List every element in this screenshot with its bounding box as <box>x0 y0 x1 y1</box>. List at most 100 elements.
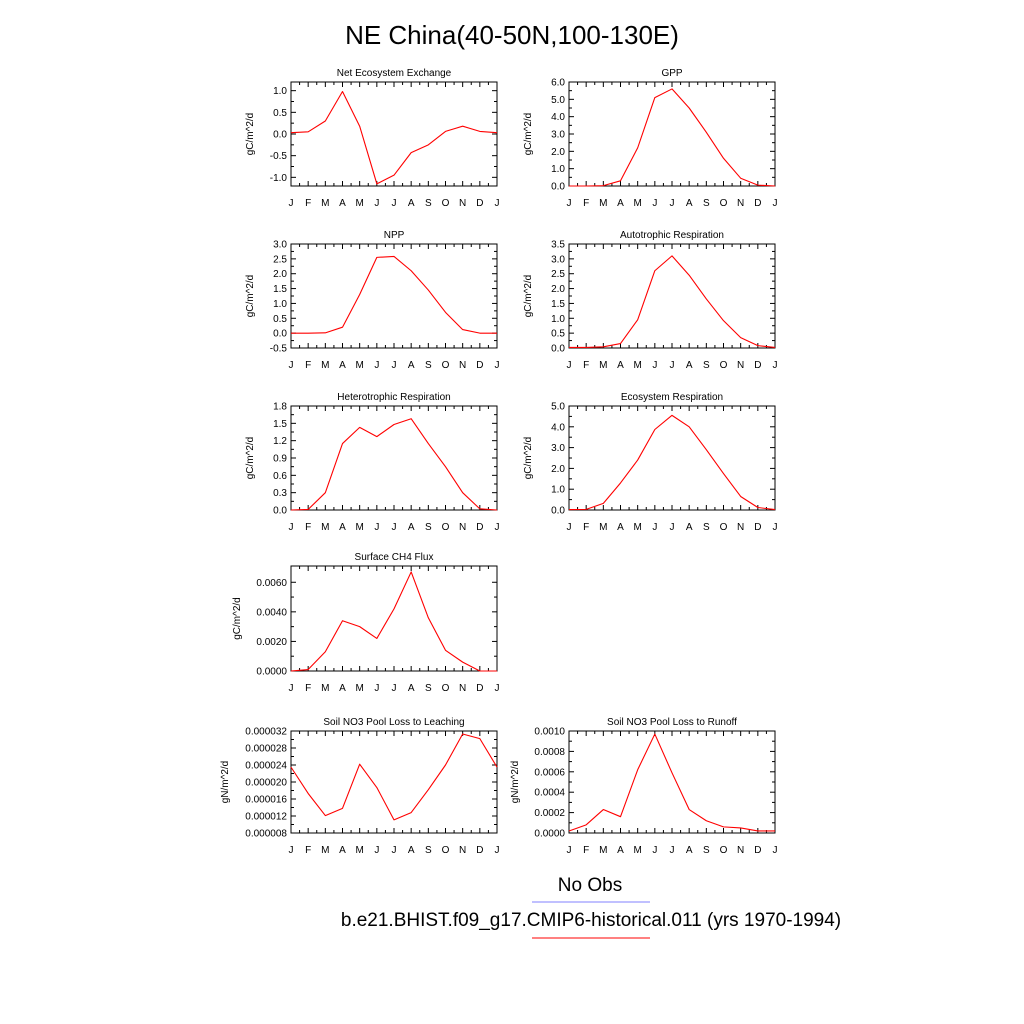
x-tick-label: M <box>321 683 329 694</box>
x-tick-label: O <box>720 360 728 371</box>
panel-title: Net Ecosystem Exchange <box>337 68 452 79</box>
x-tick-label: J <box>670 845 675 856</box>
x-tick-label: J <box>652 522 657 533</box>
y-axis-label: gN/m^2/d <box>220 761 231 804</box>
x-tick-label: J <box>495 845 500 856</box>
x-tick-label: J <box>392 522 397 533</box>
y-tick-label: 1.5 <box>273 284 287 295</box>
y-tick-label: 0.0 <box>551 344 565 355</box>
x-tick-label: S <box>703 360 710 371</box>
x-tick-label: J <box>773 198 778 209</box>
x-tick-label: O <box>720 522 728 533</box>
x-tick-label: J <box>374 198 379 209</box>
x-tick-label: O <box>442 360 450 371</box>
x-tick-label: J <box>652 845 657 856</box>
x-tick-label: J <box>289 845 294 856</box>
x-tick-label: M <box>633 360 641 371</box>
y-tick-label: 0.0 <box>551 182 565 193</box>
x-tick-label: M <box>321 360 329 371</box>
x-tick-label: J <box>495 522 500 533</box>
y-axis-label: gC/m^2/d <box>523 275 534 318</box>
x-tick-label: O <box>720 845 728 856</box>
y-tick-label: 0.0002 <box>534 808 565 819</box>
x-tick-label: F <box>583 198 589 209</box>
y-tick-label: 3.0 <box>551 443 565 454</box>
x-tick-label: D <box>476 360 483 371</box>
y-tick-label: 0.000032 <box>245 727 287 738</box>
y-tick-label: 0.0010 <box>534 727 565 738</box>
x-tick-label: N <box>737 198 744 209</box>
x-tick-label: F <box>305 683 311 694</box>
x-tick-label: F <box>583 845 589 856</box>
y-tick-label: 5.0 <box>551 402 565 413</box>
y-axis-label: gC/m^2/d <box>232 597 243 640</box>
x-tick-label: O <box>442 522 450 533</box>
panel-title: Soil NO3 Pool Loss to Leaching <box>323 717 464 728</box>
y-tick-label: 0.0008 <box>534 747 565 758</box>
y-tick-label: 2.5 <box>551 269 565 280</box>
plot-frame <box>290 405 498 511</box>
x-tick-label: D <box>476 845 483 856</box>
x-tick-label: J <box>773 845 778 856</box>
x-tick-label: M <box>355 522 363 533</box>
x-tick-label: M <box>633 522 641 533</box>
y-tick-label: 0.000024 <box>245 761 287 772</box>
x-tick-label: J <box>392 198 397 209</box>
x-tick-label: O <box>720 198 728 209</box>
y-tick-label: 1.2 <box>273 436 287 447</box>
x-tick-label: D <box>476 683 483 694</box>
y-tick-label: 0.000008 <box>245 829 287 840</box>
y-tick-label: 0.9 <box>273 454 287 465</box>
x-tick-label: D <box>476 198 483 209</box>
x-tick-label: J <box>392 360 397 371</box>
x-tick-label: M <box>633 845 641 856</box>
x-tick-label: M <box>599 845 607 856</box>
x-tick-label: A <box>339 198 346 209</box>
x-tick-label: D <box>754 360 761 371</box>
series-line <box>568 733 775 832</box>
x-tick-label: S <box>425 845 432 856</box>
x-tick-label: J <box>392 845 397 856</box>
y-tick-label: 1.8 <box>273 402 287 413</box>
y-tick-label: 0.6 <box>273 471 287 482</box>
x-tick-label: N <box>459 522 466 533</box>
y-tick-label: 0.000028 <box>245 744 287 755</box>
series-line <box>569 255 776 348</box>
x-tick-label: A <box>339 845 346 856</box>
y-tick-label: 1.0 <box>273 86 287 97</box>
x-tick-label: J <box>374 522 379 533</box>
x-tick-label: N <box>737 522 744 533</box>
x-tick-label: D <box>754 522 761 533</box>
panel-title: Autotrophic Respiration <box>620 230 724 241</box>
x-tick-label: A <box>686 845 693 856</box>
x-tick-label: S <box>425 198 432 209</box>
y-tick-label: 1.0 <box>273 299 287 310</box>
x-tick-label: A <box>339 360 346 371</box>
x-tick-label: J <box>567 522 572 533</box>
y-tick-label: 2.5 <box>273 254 287 265</box>
x-tick-label: N <box>459 683 466 694</box>
x-tick-label: N <box>459 845 466 856</box>
x-tick-label: J <box>495 360 500 371</box>
x-tick-label: J <box>289 683 294 694</box>
figure-title: NE China(40-50N,100-130E) <box>345 20 679 50</box>
x-tick-label: J <box>374 683 379 694</box>
x-tick-label: M <box>355 360 363 371</box>
y-tick-label: 0.0000 <box>256 667 287 678</box>
x-tick-label: J <box>652 198 657 209</box>
y-tick-label: 0.0006 <box>534 767 565 778</box>
y-axis-label: gN/m^2/d <box>510 761 521 804</box>
x-tick-label: F <box>583 522 589 533</box>
x-tick-label: J <box>670 360 675 371</box>
panel-title: NPP <box>384 230 405 241</box>
legend-label-model: b.e21.BHIST.f09_g17.CMIP6-historical.011… <box>341 910 841 931</box>
x-tick-label: A <box>339 683 346 694</box>
series-line <box>290 90 498 185</box>
y-tick-label: 2.0 <box>551 464 565 475</box>
plot-frame <box>290 730 498 834</box>
y-tick-label: 3.0 <box>273 240 287 251</box>
x-tick-label: J <box>392 683 397 694</box>
